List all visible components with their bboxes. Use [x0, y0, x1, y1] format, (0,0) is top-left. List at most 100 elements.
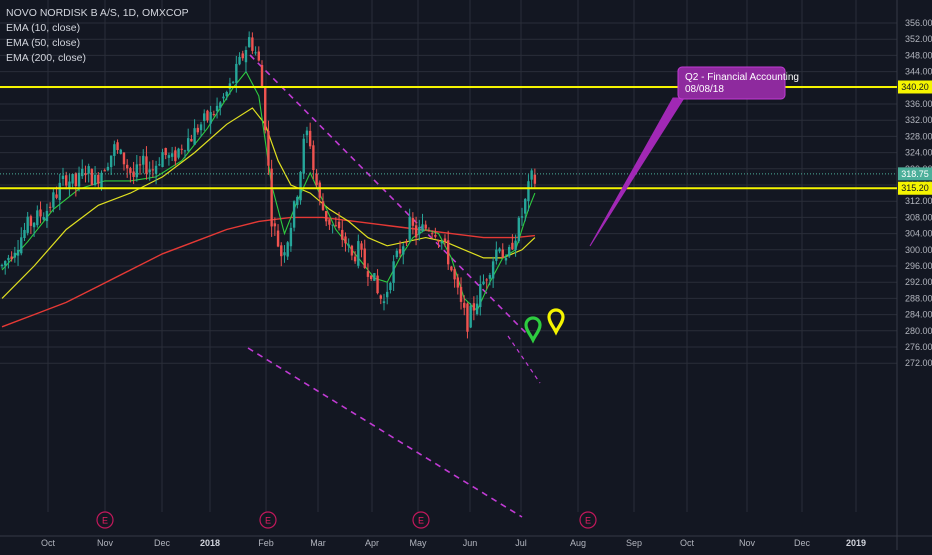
candle[interactable] [20, 227, 23, 256]
candle[interactable] [482, 274, 485, 286]
candle[interactable] [260, 60, 264, 89]
candle[interactable] [344, 232, 347, 252]
candle[interactable] [530, 168, 533, 188]
candle[interactable] [186, 128, 190, 152]
candle[interactable] [71, 173, 74, 188]
candle[interactable] [514, 234, 517, 257]
candle[interactable] [257, 46, 260, 62]
candle[interactable] [411, 212, 415, 235]
candle[interactable] [520, 207, 524, 226]
indicator-ema10[interactable]: EMA (10, close) [6, 22, 81, 34]
candle[interactable] [533, 168, 537, 188]
candle[interactable] [154, 160, 158, 185]
candle[interactable] [466, 302, 469, 339]
candle[interactable] [350, 244, 354, 261]
symbol-title[interactable]: NOVO NORDISK B A/S, 1D, OMXCOP [6, 7, 189, 19]
candle[interactable] [251, 32, 254, 55]
candle[interactable] [74, 172, 78, 197]
channel-return-line[interactable] [507, 335, 541, 384]
candle[interactable] [501, 243, 504, 259]
candle[interactable] [446, 230, 450, 270]
yellow-pin-marker-icon[interactable] [547, 308, 565, 336]
candle[interactable] [414, 216, 418, 246]
candle[interactable] [132, 161, 135, 185]
candle[interactable] [109, 155, 113, 176]
candle[interactable] [45, 203, 49, 228]
candle[interactable] [341, 220, 344, 247]
candles[interactable] [0, 31, 537, 339]
candle[interactable] [424, 220, 427, 231]
candle[interactable] [292, 200, 296, 232]
candle[interactable] [52, 187, 55, 213]
candle[interactable] [337, 211, 341, 231]
candle[interactable] [23, 222, 26, 241]
candle[interactable] [97, 172, 100, 189]
candle[interactable] [254, 46, 257, 56]
candle[interactable] [212, 110, 216, 117]
candle[interactable] [495, 241, 498, 265]
candle[interactable] [13, 246, 17, 263]
candle[interactable] [29, 214, 33, 235]
markers[interactable] [524, 308, 565, 344]
earnings-marker[interactable]: E [579, 511, 597, 529]
candle[interactable] [151, 160, 155, 178]
candle[interactable] [408, 208, 411, 242]
candle[interactable] [93, 166, 97, 187]
candle[interactable] [125, 159, 129, 178]
candle[interactable] [463, 295, 466, 316]
candle[interactable] [475, 295, 479, 316]
candle[interactable] [129, 166, 132, 183]
candle[interactable] [305, 126, 309, 144]
candle[interactable] [58, 173, 61, 211]
candle[interactable] [273, 217, 277, 236]
candle[interactable] [199, 121, 203, 137]
candle[interactable] [453, 267, 456, 288]
candle[interactable] [26, 211, 29, 236]
candle[interactable] [161, 148, 164, 168]
candle[interactable] [286, 241, 289, 261]
candle[interactable] [270, 159, 273, 237]
candle[interactable] [10, 251, 13, 262]
candle[interactable] [264, 86, 267, 134]
candle[interactable] [122, 152, 126, 171]
candle[interactable] [87, 163, 90, 183]
candle[interactable] [190, 134, 193, 142]
candle[interactable] [386, 282, 389, 305]
candle[interactable] [196, 124, 200, 135]
candle[interactable] [267, 120, 270, 175]
candle[interactable] [498, 247, 501, 254]
candle[interactable] [68, 174, 71, 196]
candle[interactable] [16, 240, 20, 266]
candle[interactable] [177, 147, 180, 160]
candle[interactable] [215, 97, 219, 119]
candle[interactable] [138, 156, 142, 175]
candle[interactable] [418, 219, 421, 241]
indicator-ema200[interactable]: EMA (200, close) [6, 52, 86, 64]
candle[interactable] [180, 144, 183, 155]
candle[interactable] [84, 165, 87, 183]
candle[interactable] [527, 174, 530, 212]
horizontal-levels[interactable]: 340.20 315.20 318.75 [0, 80, 932, 195]
candle[interactable] [443, 234, 447, 247]
candle[interactable] [244, 46, 248, 73]
candle[interactable] [491, 256, 495, 288]
channel-lower-line[interactable] [247, 347, 523, 518]
candle[interactable] [334, 217, 338, 227]
candle[interactable] [42, 212, 45, 221]
candle[interactable] [312, 140, 315, 180]
candle[interactable] [437, 239, 440, 249]
candle[interactable] [222, 93, 225, 102]
callout-box[interactable] [677, 66, 786, 100]
candle[interactable] [360, 240, 363, 258]
candle[interactable] [469, 302, 472, 329]
candle[interactable] [325, 211, 328, 227]
candle[interactable] [174, 146, 177, 166]
candle[interactable] [90, 168, 94, 186]
candle[interactable] [398, 240, 402, 258]
candle[interactable] [167, 152, 171, 166]
candle[interactable] [48, 202, 52, 213]
candle[interactable] [485, 278, 488, 289]
candle[interactable] [219, 101, 222, 116]
ema50-line[interactable] [1, 107, 536, 299]
